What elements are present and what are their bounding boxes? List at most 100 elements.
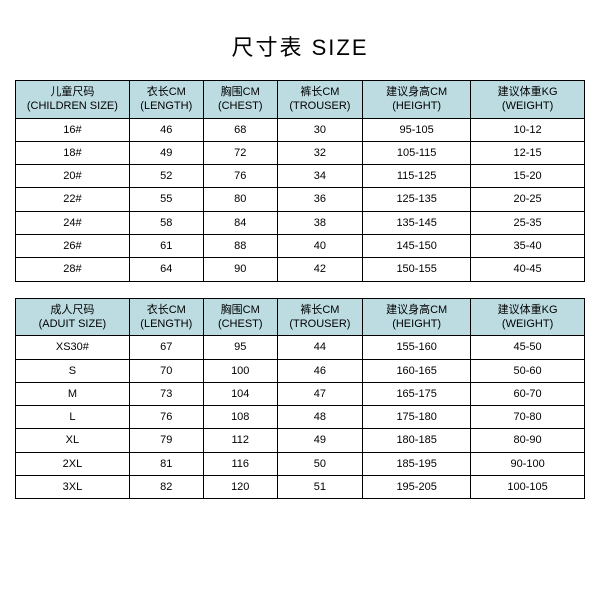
table-cell: 18# [16, 141, 130, 164]
col-header-en: (LENGTH) [140, 100, 192, 112]
table-cell: 46 [277, 359, 362, 382]
table-row: XS30#679544155-16045-50 [16, 336, 585, 359]
col-header-cn: 儿童尺码 [50, 86, 94, 98]
table-cell: 60-70 [471, 382, 585, 405]
table-cell: 3XL [16, 476, 130, 499]
children-header-row: 儿童尺码 (CHILDREN SIZE) 衣长CM (LENGTH) 胸围CM … [16, 81, 585, 119]
tables-wrap: 儿童尺码 (CHILDREN SIZE) 衣长CM (LENGTH) 胸围CM … [15, 80, 585, 499]
table-cell: 116 [203, 452, 277, 475]
table-cell: 67 [129, 336, 203, 359]
col-header: 建议身高CM (HEIGHT) [363, 298, 471, 336]
col-header-en: (LENGTH) [140, 318, 192, 330]
col-header-en: (TROUSER) [289, 318, 350, 330]
col-header-cn: 裤长CM [300, 86, 339, 98]
table-cell: 125-135 [363, 188, 471, 211]
table-cell: 82 [129, 476, 203, 499]
table-cell: 70 [129, 359, 203, 382]
table-cell: 100 [203, 359, 277, 382]
table-cell: 20# [16, 165, 130, 188]
table-cell: 44 [277, 336, 362, 359]
table-cell: 30 [277, 118, 362, 141]
table-cell: 45-50 [471, 336, 585, 359]
table-row: 22#558036125-13520-25 [16, 188, 585, 211]
table-cell: 36 [277, 188, 362, 211]
col-header: 成人尺码 (ADUIT SIZE) [16, 298, 130, 336]
page-title: 尺寸表 SIZE [231, 30, 368, 62]
table-cell: 115-125 [363, 165, 471, 188]
table-row: 26#618840145-15035-40 [16, 235, 585, 258]
col-header: 裤长CM (TROUSER) [277, 81, 362, 119]
table-cell: 20-25 [471, 188, 585, 211]
table-cell: L [16, 406, 130, 429]
col-header: 建议体重KG (WEIGHT) [471, 298, 585, 336]
col-header-en: (HEIGHT) [392, 318, 441, 330]
table-row: 28#649042150-15540-45 [16, 258, 585, 281]
table-cell: 38 [277, 211, 362, 234]
table-cell: 120 [203, 476, 277, 499]
table-row: 20#527634115-12515-20 [16, 165, 585, 188]
table-cell: 145-150 [363, 235, 471, 258]
table-cell: 34 [277, 165, 362, 188]
table-cell: 73 [129, 382, 203, 405]
col-header-cn: 建议身高CM [386, 304, 447, 316]
table-cell: 51 [277, 476, 362, 499]
table-cell: 10-12 [471, 118, 585, 141]
table-cell: 32 [277, 141, 362, 164]
children-size-table: 儿童尺码 (CHILDREN SIZE) 衣长CM (LENGTH) 胸围CM … [15, 80, 585, 282]
table-cell: 72 [203, 141, 277, 164]
table-cell: 165-175 [363, 382, 471, 405]
table-cell: 76 [129, 406, 203, 429]
table-row: 24#588438135-14525-35 [16, 211, 585, 234]
table-cell: 80 [203, 188, 277, 211]
table-cell: 42 [277, 258, 362, 281]
table-row: 18#497232105-11512-15 [16, 141, 585, 164]
col-header-cn: 衣长CM [147, 86, 186, 98]
col-header-en: (ADUIT SIZE) [39, 318, 107, 330]
table-cell: 50 [277, 452, 362, 475]
col-header-cn: 衣长CM [147, 304, 186, 316]
table-cell: 24# [16, 211, 130, 234]
table-row: M7310447165-17560-70 [16, 382, 585, 405]
table-cell: 22# [16, 188, 130, 211]
table-cell: 95 [203, 336, 277, 359]
table-cell: 195-205 [363, 476, 471, 499]
table-cell: 84 [203, 211, 277, 234]
adult-header-row: 成人尺码 (ADUIT SIZE) 衣长CM (LENGTH) 胸围CM (CH… [16, 298, 585, 336]
col-header-en: (WEIGHT) [502, 100, 553, 112]
col-header: 建议身高CM (HEIGHT) [363, 81, 471, 119]
col-header: 衣长CM (LENGTH) [129, 81, 203, 119]
table-cell: 16# [16, 118, 130, 141]
table-cell: 175-180 [363, 406, 471, 429]
table-cell: 76 [203, 165, 277, 188]
table-cell: 40-45 [471, 258, 585, 281]
table-cell: 40 [277, 235, 362, 258]
col-header-cn: 建议体重KG [498, 304, 558, 316]
table-cell: XS30# [16, 336, 130, 359]
col-header: 儿童尺码 (CHILDREN SIZE) [16, 81, 130, 119]
table-cell: M [16, 382, 130, 405]
table-cell: 80-90 [471, 429, 585, 452]
col-header-en: (WEIGHT) [502, 318, 553, 330]
col-header-cn: 建议身高CM [386, 86, 447, 98]
table-cell: 25-35 [471, 211, 585, 234]
table-cell: 104 [203, 382, 277, 405]
table-cell: 160-165 [363, 359, 471, 382]
table-row: XL7911249180-18580-90 [16, 429, 585, 452]
table-cell: 90 [203, 258, 277, 281]
col-header: 裤长CM (TROUSER) [277, 298, 362, 336]
table-cell: 81 [129, 452, 203, 475]
table-cell: 26# [16, 235, 130, 258]
table-cell: 70-80 [471, 406, 585, 429]
col-header: 衣长CM (LENGTH) [129, 298, 203, 336]
table-cell: 185-195 [363, 452, 471, 475]
table-cell: 108 [203, 406, 277, 429]
table-cell: 180-185 [363, 429, 471, 452]
table-cell: 58 [129, 211, 203, 234]
table-cell: 95-105 [363, 118, 471, 141]
table-cell: 52 [129, 165, 203, 188]
table-row: L7610848175-18070-80 [16, 406, 585, 429]
table-cell: 49 [277, 429, 362, 452]
table-cell: 68 [203, 118, 277, 141]
col-header-cn: 胸围CM [221, 86, 260, 98]
table-cell: 46 [129, 118, 203, 141]
